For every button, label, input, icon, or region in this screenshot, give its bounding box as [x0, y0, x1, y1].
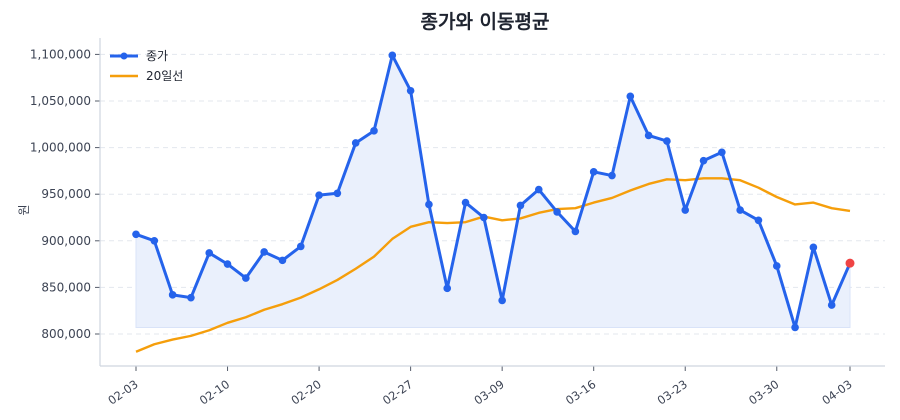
price-marker [681, 206, 690, 214]
x-tick-label: 03-09 [471, 377, 506, 408]
price-marker [187, 293, 195, 302]
chart-title: 종가와 이동평균 [421, 11, 550, 33]
price-marker [296, 242, 305, 251]
price-marker [333, 189, 342, 198]
price-marker [571, 227, 580, 236]
x-tick-label: 03-23 [655, 377, 690, 408]
y-axis-label: 원 [17, 204, 31, 215]
x-tick-label: 02-10 [197, 377, 232, 408]
legend-close-marker [120, 52, 128, 60]
y-tick-label: 1,100,000 [30, 47, 91, 61]
y-tick-label: 850,000 [41, 280, 91, 294]
price-marker [388, 51, 397, 60]
legend-ma20-label: 20일선 [146, 69, 183, 83]
x-tick-label: 02-03 [105, 377, 140, 408]
y-tick-label: 900,000 [41, 234, 91, 248]
x-tick-label: 04-03 [819, 377, 854, 408]
price-marker [809, 243, 818, 252]
price-marker [699, 156, 708, 165]
x-axis-ticks: 02-03 02-10 02-20 02-27 03-09 03-16 03-23 03-30… [105, 366, 855, 408]
price-marker [480, 213, 488, 222]
price-marker [315, 191, 323, 199]
price-marker [278, 256, 287, 265]
price-marker [608, 171, 616, 180]
price-marker [223, 260, 232, 268]
price-marker [718, 148, 726, 157]
y-axis-ticks: 800,000 850,000 900,000 950,000 1,000,000 1,0… [30, 47, 100, 341]
price-marker [370, 127, 378, 135]
price-marker [443, 284, 452, 293]
x-tick-label: 03-16 [563, 377, 598, 408]
price-marker [626, 92, 635, 101]
close-price-line [135, 53, 852, 329]
price-markers [132, 51, 855, 332]
price-marker [644, 131, 653, 140]
legend-close-label: 종가 [146, 49, 168, 63]
y-tick-label: 800,000 [41, 327, 91, 341]
price-marker [791, 323, 799, 332]
price-marker [663, 137, 671, 145]
price-marker [242, 274, 250, 282]
y-tick-label: 950,000 [41, 187, 91, 201]
price-marker [589, 168, 598, 176]
price-marker [772, 262, 781, 270]
price-marker [351, 139, 360, 147]
last-price-marker [845, 258, 855, 268]
price-fill-area [135, 53, 851, 330]
price-marker [150, 237, 159, 245]
price-marker [754, 216, 763, 225]
price-marker [205, 249, 214, 257]
price-marker [736, 206, 744, 214]
x-tick-label: 03-30 [746, 377, 781, 408]
legend: 종가 20일선 [110, 49, 183, 83]
price-marker [406, 86, 415, 95]
price-marker [461, 198, 470, 207]
price-marker [553, 208, 561, 216]
price-marker [260, 248, 268, 256]
price-marker [132, 230, 140, 239]
price-marker [168, 291, 177, 299]
y-tick-label: 1,050,000 [30, 94, 91, 108]
x-tick-label: 02-20 [288, 377, 323, 408]
price-marker [516, 201, 525, 210]
price-marker [534, 185, 543, 194]
x-tick-label: 02-27 [380, 377, 415, 408]
price-marker [827, 301, 836, 309]
price-marker [425, 200, 433, 209]
y-tick-label: 1,000,000 [30, 141, 91, 155]
price-marker [498, 296, 506, 305]
